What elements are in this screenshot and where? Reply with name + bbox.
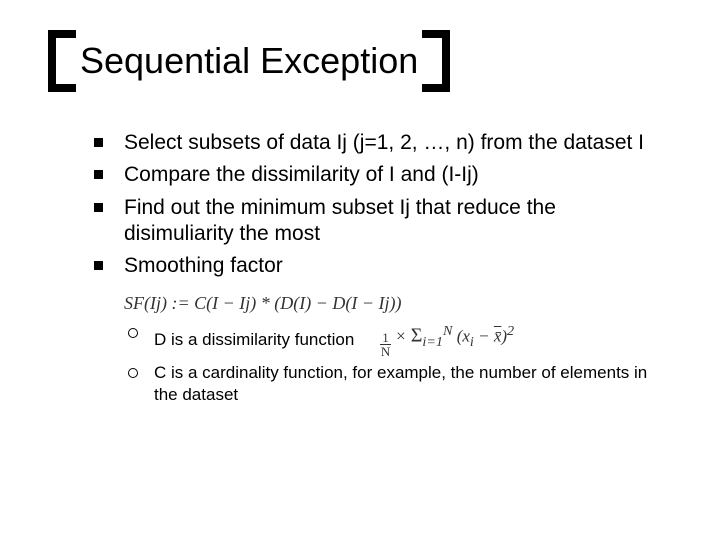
sum-lower: i=1 [422, 334, 443, 350]
formula-row: SF(Ij) := C(I − Ij) * (D(I) − D(I − Ij)) [124, 293, 660, 314]
sub-bullet-item: D is a dissimilarity function 1 N × Σi=1… [124, 322, 660, 358]
formula-sf: SF(Ij) := C(I − Ij) * (D(I) − D(I − Ij)) [124, 293, 402, 314]
sub-bullet-list: D is a dissimilarity function 1 N × Σi=1… [124, 322, 660, 406]
formula-sup: 2 [507, 323, 514, 339]
formula-text: × [395, 327, 411, 346]
bracket-left-icon [48, 30, 76, 92]
bullet-item: Compare the dissimilarity of I and (I-Ij… [90, 162, 660, 188]
bullet-item: Smoothing factor [90, 253, 660, 279]
formula-text: − [474, 327, 494, 346]
sigma-icon: Σ [411, 325, 423, 347]
bullet-item: Select subsets of data Ij (j=1, 2, …, n)… [90, 130, 660, 156]
sum-upper: N [443, 323, 452, 339]
formula-avg: 1 N × Σi=1N (xi − x̄)2 [380, 322, 514, 358]
formula-text: (x [457, 327, 470, 346]
title-wrap: Sequential Exception [80, 40, 418, 82]
sub-bullet-text: D is a dissimilarity function [154, 329, 354, 351]
slide: Sequential Exception Select subsets of d… [0, 0, 720, 540]
page-title: Sequential Exception [80, 40, 418, 82]
bracket-right-icon [422, 30, 450, 92]
sub-row: D is a dissimilarity function 1 N × Σi=1… [154, 322, 660, 358]
fraction-icon: 1 N [380, 331, 391, 358]
sub-bullet-item: C is a cardinality function, for example… [124, 362, 660, 406]
fraction-numerator: 1 [380, 331, 391, 345]
bullet-item: Find out the minimum subset Ij that redu… [90, 195, 660, 248]
fraction-denominator: N [381, 345, 390, 358]
main-bullet-list: Select subsets of data Ij (j=1, 2, …, n)… [80, 130, 660, 279]
